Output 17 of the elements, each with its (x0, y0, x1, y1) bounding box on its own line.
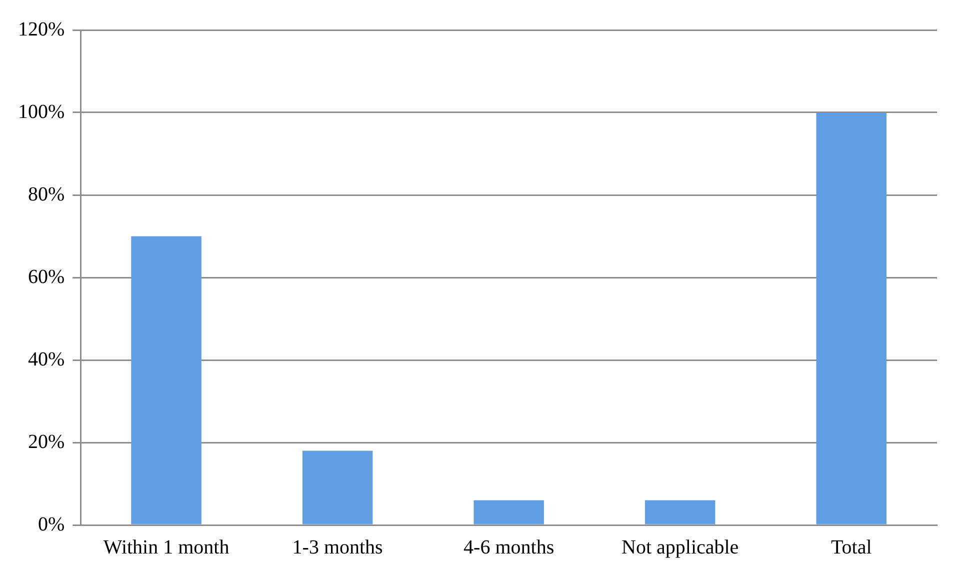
x-tick-label: Within 1 month (103, 536, 230, 558)
bar (816, 112, 886, 524)
x-tick-label: 4-6 months (464, 536, 554, 558)
bar (474, 500, 544, 524)
bar (302, 450, 373, 524)
y-tick-label: 80% (28, 183, 65, 206)
bar (131, 236, 202, 524)
x-tick-label: Total (830, 536, 872, 558)
y-tick-label: 0% (38, 513, 65, 536)
x-tick-label: Not applicable (622, 536, 739, 558)
y-tick-label: 60% (28, 266, 65, 288)
y-tick-label: 40% (28, 348, 65, 370)
y-tick-label: 120% (18, 18, 65, 40)
x-tick-label: 1-3 months (292, 536, 384, 558)
y-tick-label: 100% (18, 100, 65, 123)
y-tick-label: 20% (28, 430, 65, 453)
bar (644, 500, 716, 524)
